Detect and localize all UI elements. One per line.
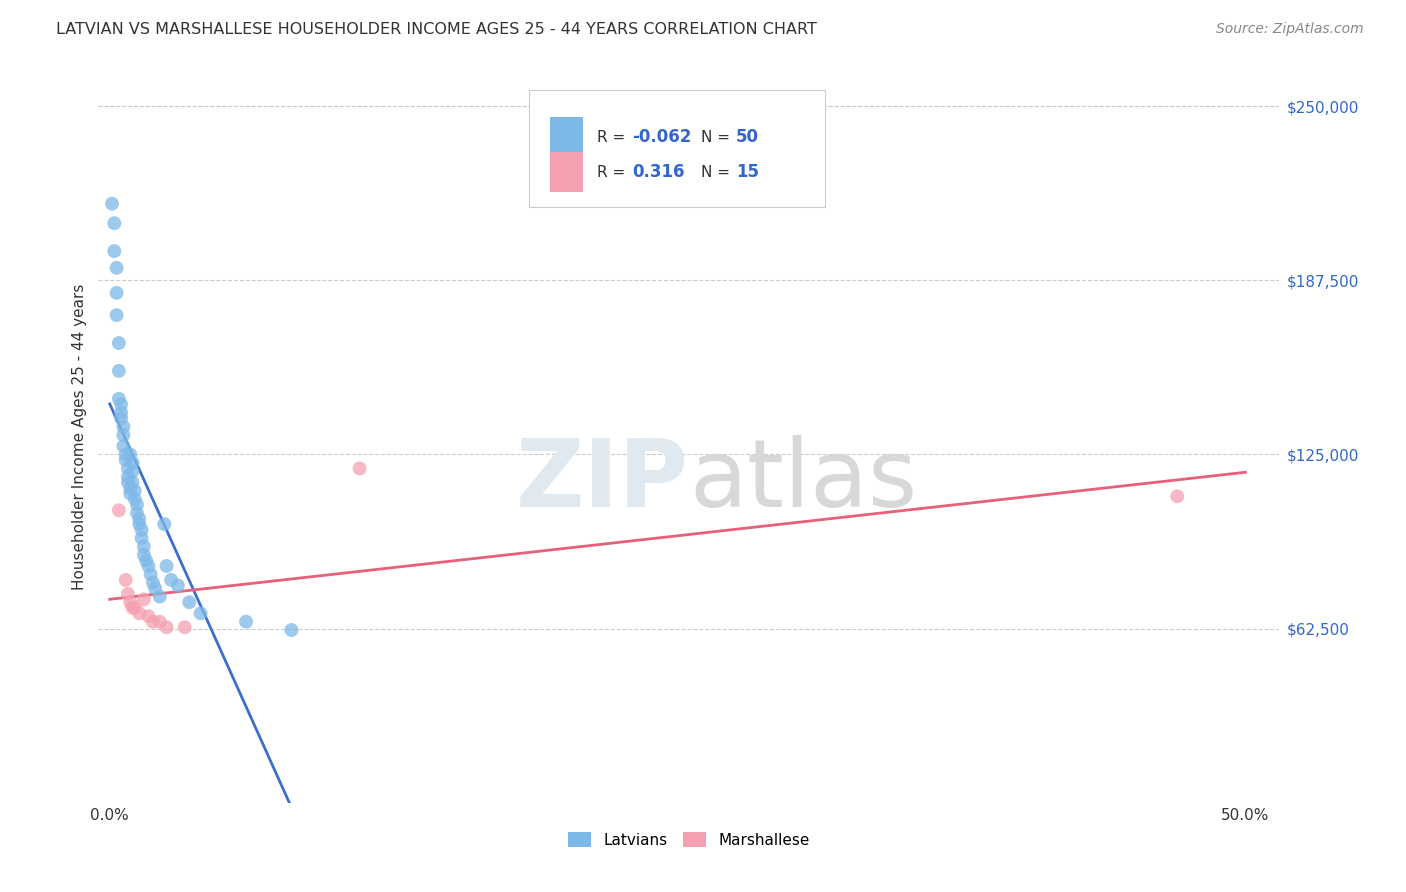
Point <box>121 456 143 470</box>
Point <box>114 573 136 587</box>
Text: Source: ZipAtlas.com: Source: ZipAtlas.com <box>1216 22 1364 37</box>
Point <box>121 600 143 615</box>
Point <box>155 558 177 573</box>
Point <box>135 553 157 567</box>
Point <box>120 595 142 609</box>
Point <box>128 511 150 525</box>
Point <box>121 475 143 490</box>
Text: N =: N = <box>700 129 734 145</box>
Point <box>112 428 135 442</box>
Point <box>1166 489 1188 503</box>
Point <box>117 470 139 484</box>
Point <box>110 411 132 425</box>
Legend: Latvians, Marshallese: Latvians, Marshallese <box>562 825 815 854</box>
Point <box>120 448 142 462</box>
Point <box>110 406 132 420</box>
Point <box>105 285 128 300</box>
Point <box>112 439 135 453</box>
Text: atlas: atlas <box>689 435 917 527</box>
Point <box>108 392 131 406</box>
Point <box>110 397 132 411</box>
Point <box>108 503 131 517</box>
Point <box>125 498 148 512</box>
Point <box>108 364 131 378</box>
Point <box>280 623 302 637</box>
Text: ZIP: ZIP <box>516 435 689 527</box>
Point <box>117 587 139 601</box>
Point <box>138 609 160 624</box>
Point <box>108 336 131 351</box>
Point <box>112 419 135 434</box>
Point <box>120 486 142 500</box>
Text: R =: R = <box>596 165 630 180</box>
Point <box>167 578 190 592</box>
Text: R =: R = <box>596 129 630 145</box>
Point <box>149 590 172 604</box>
FancyBboxPatch shape <box>550 153 582 193</box>
Point <box>131 531 153 545</box>
Point <box>173 620 195 634</box>
Point <box>105 260 128 275</box>
Point <box>235 615 257 629</box>
Point <box>128 517 150 532</box>
Point <box>132 540 155 554</box>
Point <box>142 575 165 590</box>
Point <box>120 481 142 495</box>
Point <box>125 506 148 520</box>
Y-axis label: Householder Income Ages 25 - 44 years: Householder Income Ages 25 - 44 years <box>72 284 87 591</box>
FancyBboxPatch shape <box>530 90 825 207</box>
Point <box>138 558 160 573</box>
Text: 15: 15 <box>737 163 759 181</box>
Point <box>101 196 124 211</box>
Text: LATVIAN VS MARSHALLESE HOUSEHOLDER INCOME AGES 25 - 44 YEARS CORRELATION CHART: LATVIAN VS MARSHALLESE HOUSEHOLDER INCOM… <box>56 22 817 37</box>
Point <box>105 308 128 322</box>
Point <box>132 592 155 607</box>
Point <box>124 600 146 615</box>
Point <box>124 492 146 507</box>
Point <box>142 615 165 629</box>
Text: N =: N = <box>700 165 734 180</box>
Point <box>160 573 183 587</box>
Point <box>153 517 176 532</box>
Point <box>131 523 153 537</box>
Point <box>128 607 150 621</box>
Point <box>179 595 201 609</box>
Point <box>121 464 143 478</box>
Point <box>149 615 172 629</box>
Point <box>190 607 212 621</box>
Point <box>132 548 155 562</box>
FancyBboxPatch shape <box>550 117 582 157</box>
Text: 0.316: 0.316 <box>633 163 685 181</box>
Point <box>103 244 125 258</box>
Point <box>139 567 162 582</box>
Point <box>155 620 177 634</box>
Text: 50: 50 <box>737 128 759 146</box>
Text: -0.062: -0.062 <box>633 128 692 146</box>
Point <box>124 483 146 498</box>
Point <box>114 453 136 467</box>
Point <box>349 461 371 475</box>
Point <box>143 581 166 595</box>
Point <box>117 475 139 490</box>
Point <box>103 216 125 230</box>
Point <box>117 461 139 475</box>
Point <box>114 448 136 462</box>
